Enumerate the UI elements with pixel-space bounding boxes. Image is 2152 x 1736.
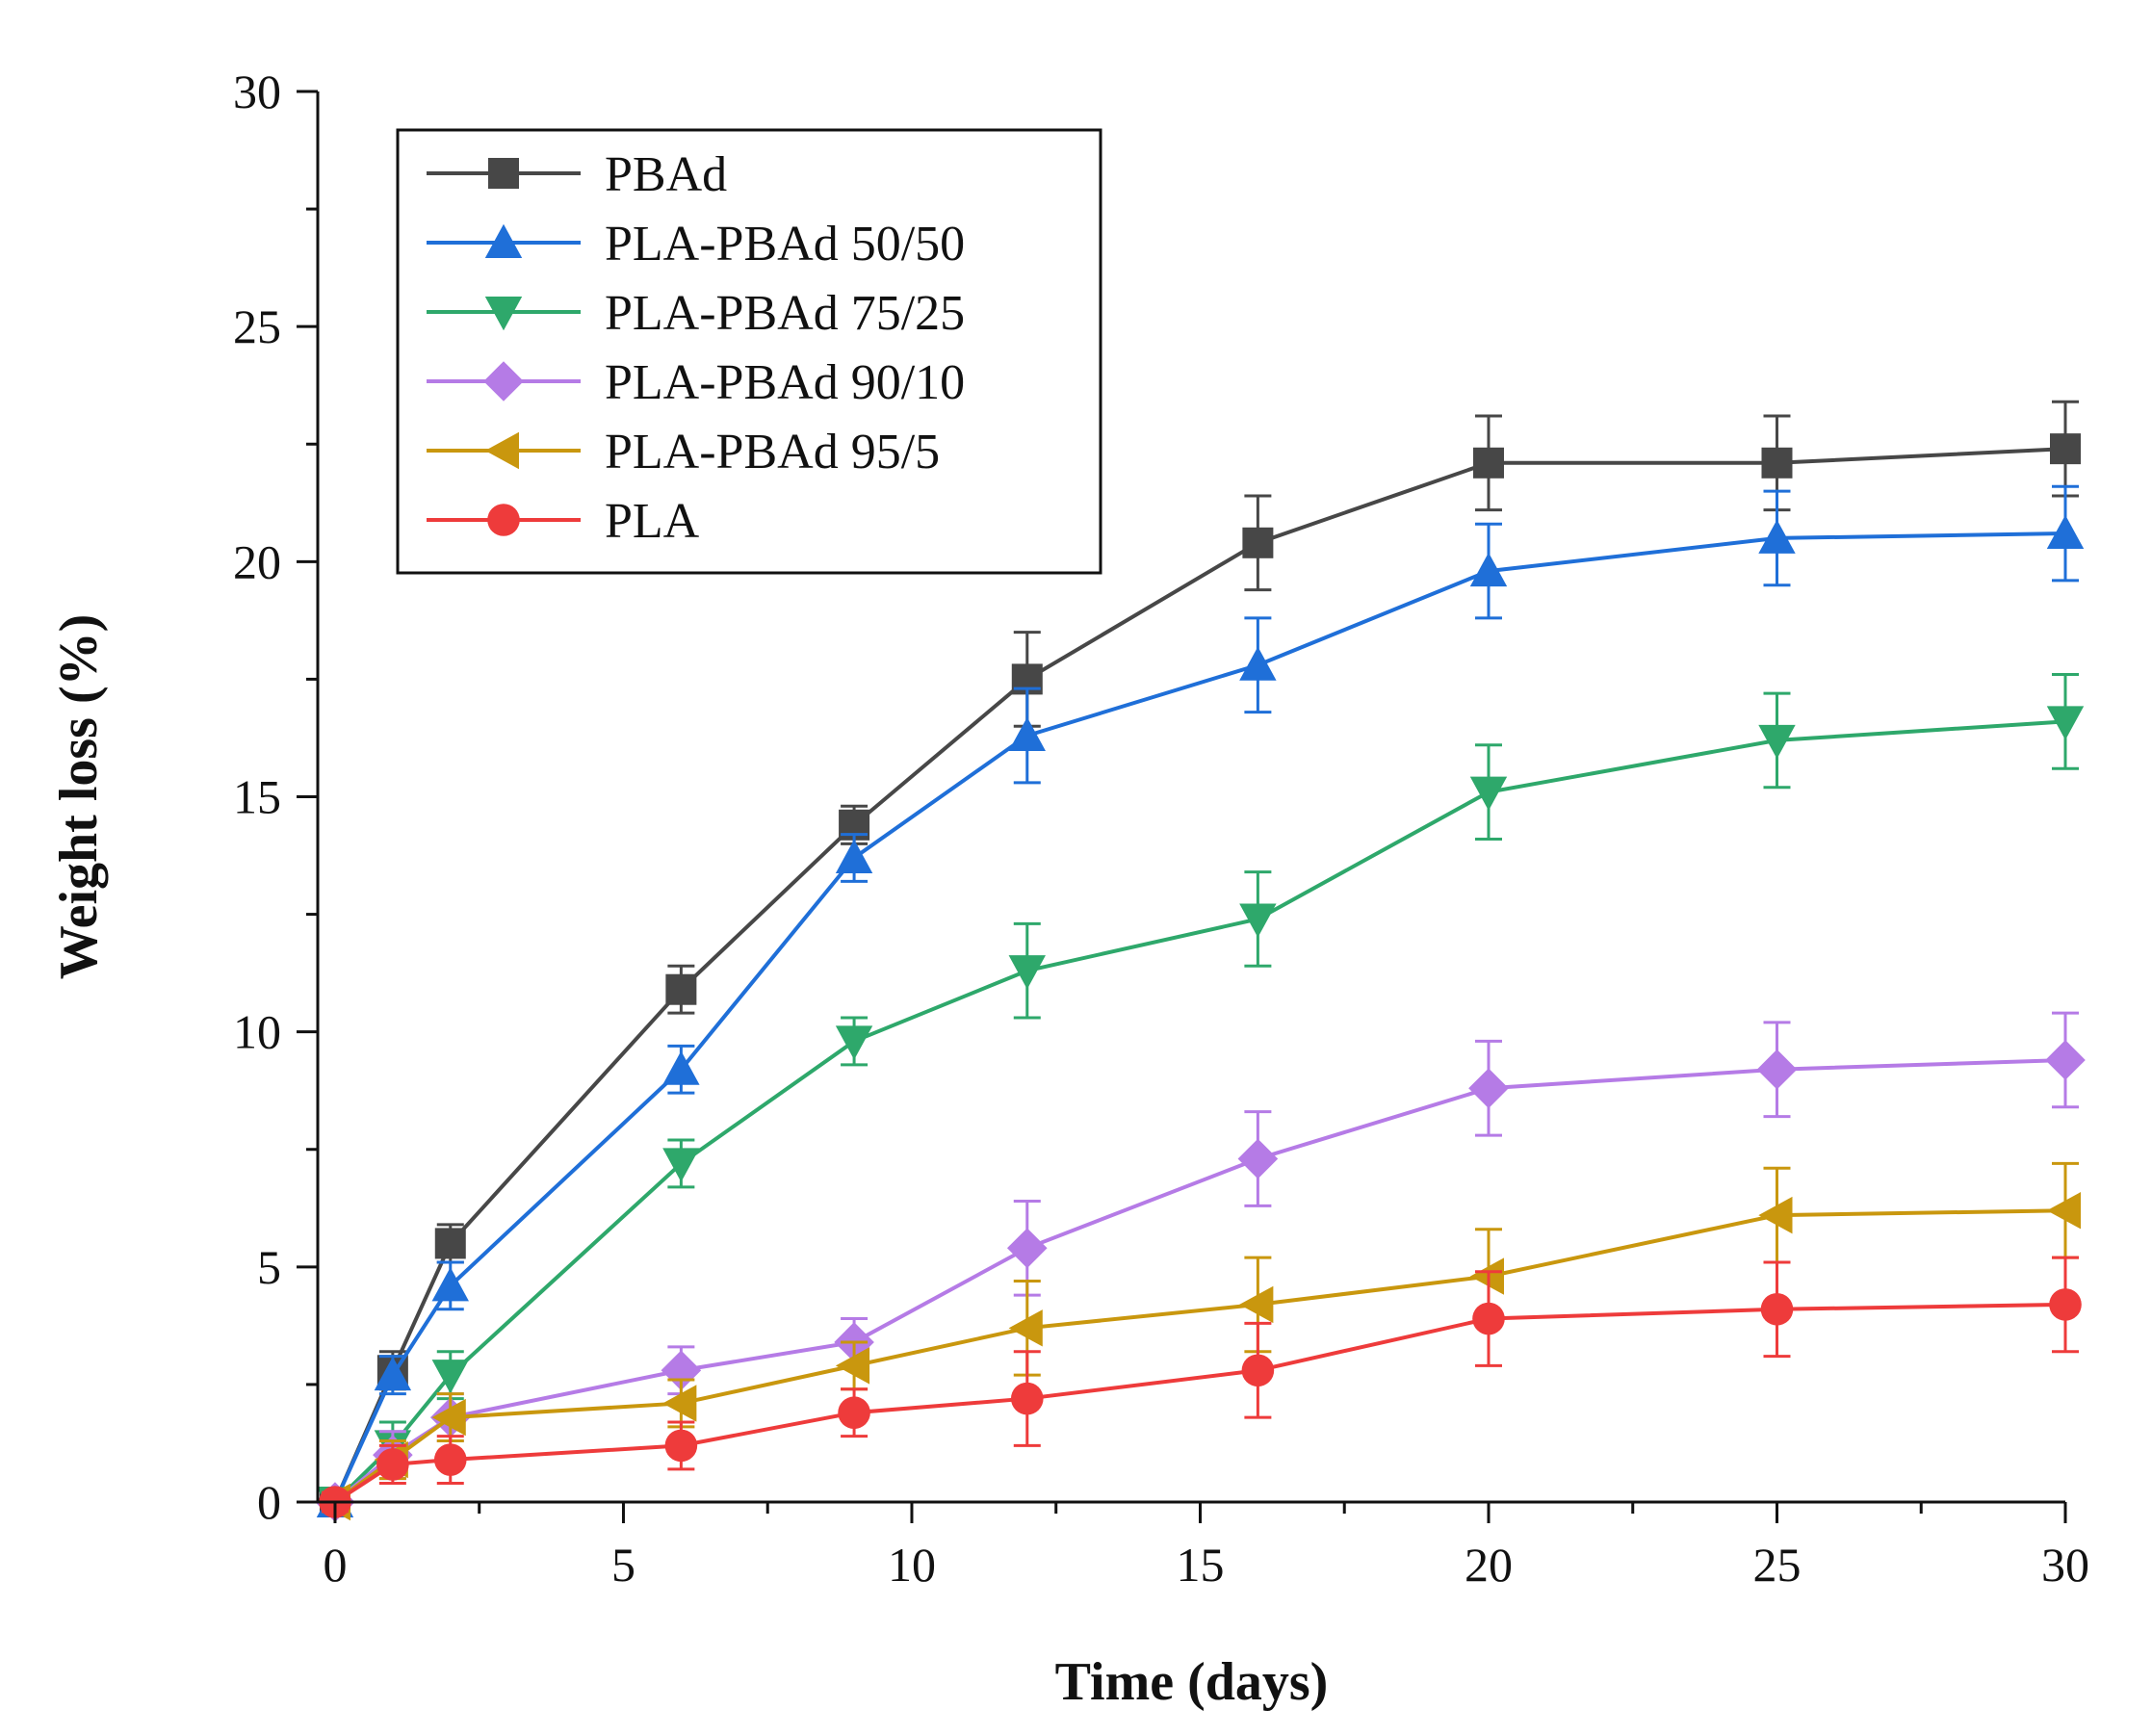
legend-label: PLA (605, 494, 700, 549)
data-point (2046, 1192, 2081, 1230)
series-pla-pbad-50-50 (316, 484, 2085, 1517)
data-point (1468, 1068, 1509, 1109)
legend-marker (487, 504, 520, 536)
data-point (1241, 1354, 1275, 1387)
y-axis-title: Weight loss (%) (49, 614, 109, 980)
data-point (374, 1356, 412, 1391)
legend-label: PLA-PBAd 75/25 (605, 286, 965, 341)
x-tick-label: 0 (323, 1538, 347, 1592)
data-point (1239, 1285, 1274, 1324)
data-point (1472, 1302, 1505, 1335)
y-tick-label: 5 (257, 1240, 281, 1294)
y-tick-label: 10 (233, 1005, 281, 1059)
data-point (431, 1360, 469, 1394)
data-point (835, 1025, 873, 1060)
data-point (2046, 514, 2085, 550)
data-point (662, 1050, 700, 1085)
x-tick-label: 15 (1176, 1538, 1224, 1592)
data-point (665, 973, 697, 1005)
data-point (664, 1429, 698, 1463)
data-point (1010, 1382, 1044, 1415)
legend-marker (484, 297, 523, 331)
data-point (1469, 1257, 1504, 1295)
legend-label: PLA-PBAd 95/5 (605, 425, 940, 479)
data-point (431, 1398, 466, 1437)
data-point (2049, 1288, 2082, 1321)
data-point (1758, 724, 1796, 760)
legend-item: PLA-PBAd 95/5 (427, 425, 940, 479)
legend-item: PBAd (427, 147, 727, 202)
series-line (333, 1208, 2066, 1504)
data-point (1472, 447, 1504, 479)
data-point (838, 1396, 870, 1430)
series-line (333, 531, 2066, 1503)
legend: PBAd PLA-PBAd 50/50 PLA-PBAd 75/25 PLA-PBAd… (396, 128, 1102, 575)
legend-label: PLA-PBAd 90/10 (605, 355, 965, 410)
data-point (1761, 447, 1793, 479)
data-point (376, 1448, 409, 1481)
data-point (1760, 1292, 1794, 1326)
data-point (835, 839, 873, 873)
data-point (1239, 646, 1277, 681)
data-point (2050, 433, 2081, 465)
data-point (1242, 527, 1274, 558)
data-point (433, 1443, 467, 1476)
data-point (1006, 1228, 1048, 1269)
data-point (2046, 706, 2085, 740)
series-line (333, 719, 2066, 1504)
data-point (434, 1228, 466, 1259)
x-tick-label: 20 (1465, 1538, 1513, 1592)
legend-label: PLA-PBAd 50/50 (605, 217, 965, 272)
legend-item: PLA-PBAd 90/10 (427, 355, 965, 410)
series-line (333, 447, 2066, 1503)
x-tick-label: 25 (1752, 1538, 1801, 1592)
data-point (1008, 1309, 1043, 1347)
x-axis-title: Time (days) (1055, 1652, 1329, 1712)
legend-label: PBAd (605, 147, 727, 202)
axes: 0 5 10 15 20 25 30 0 5 10 15 20 25 30 (233, 65, 2089, 1592)
y-tick-label: 15 (233, 770, 281, 824)
data-point (662, 1148, 700, 1182)
data-point (1237, 1138, 1279, 1179)
y-tick-label: 30 (233, 65, 281, 118)
x-tick-label: 30 (2041, 1538, 2089, 1592)
y-tick-label: 25 (233, 299, 281, 353)
legend-marker (488, 158, 519, 189)
data-point (1008, 716, 1046, 752)
data-point (2045, 1040, 2086, 1080)
series-line (333, 1302, 2066, 1504)
series-line (333, 1057, 2066, 1504)
series-pla-pbad-95-5 (316, 1161, 2081, 1521)
data-point (1758, 1196, 1793, 1234)
data-point (835, 1347, 870, 1385)
series-pla (319, 1256, 2082, 1518)
series-pla-pbad-75-25 (316, 673, 2085, 1521)
legend-marker (484, 431, 519, 470)
data-point (1758, 519, 1796, 554)
x-tick-label: 5 (611, 1538, 635, 1592)
legend-marker (483, 361, 524, 402)
data-point (1469, 776, 1508, 811)
y-tick-label: 0 (257, 1475, 281, 1529)
plot-area (315, 400, 2086, 1522)
data-point (1756, 1049, 1798, 1090)
legend-item: PLA (427, 494, 700, 549)
data-point (1008, 955, 1046, 990)
series-pla-pbad-90-10 (315, 1011, 2086, 1522)
data-point (1469, 552, 1508, 587)
data-point (1239, 903, 1277, 938)
legend-item: PLA-PBAd 75/25 (427, 286, 965, 341)
legend-item: PLA-PBAd 50/50 (427, 217, 965, 272)
data-point (662, 1385, 697, 1422)
y-tick-label: 20 (233, 534, 281, 588)
data-point (431, 1267, 469, 1302)
legend-box (396, 128, 1102, 575)
x-tick-label: 10 (888, 1538, 936, 1592)
legend-marker (484, 223, 523, 258)
